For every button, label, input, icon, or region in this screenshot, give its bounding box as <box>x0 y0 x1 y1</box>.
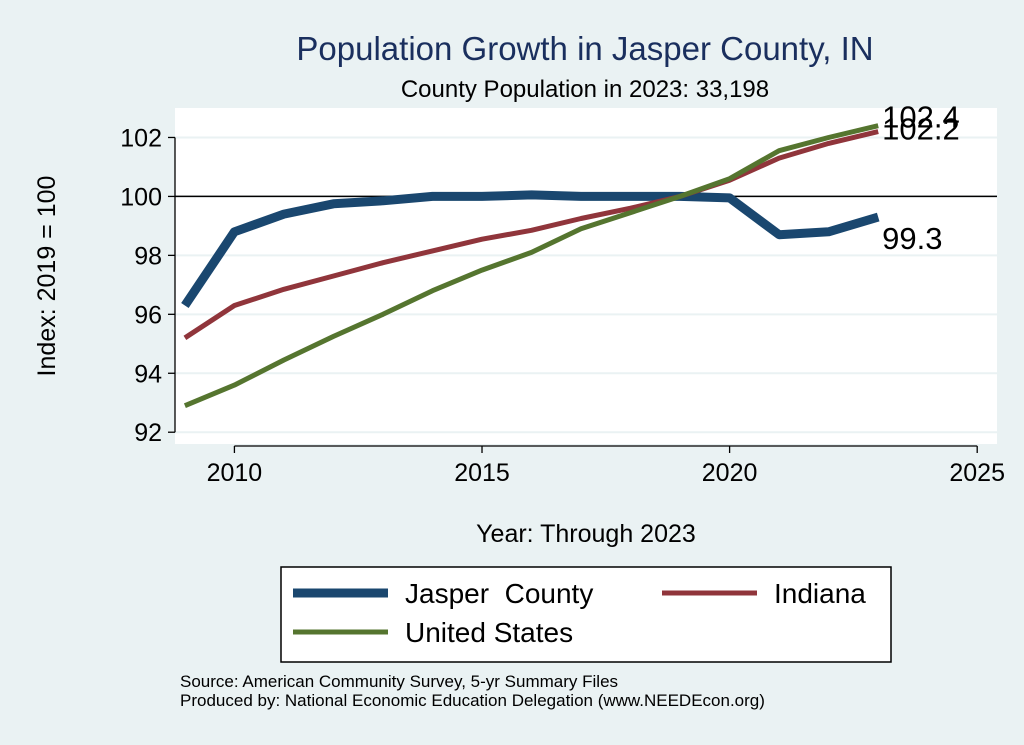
source-note: Source: American Community Survey, 5-yr … <box>180 672 765 710</box>
y-tick-label-92: 92 <box>134 419 162 447</box>
chart-subtitle: County Population in 2023: 33,198 <box>401 76 769 103</box>
y-tick-label-96: 96 <box>134 301 162 329</box>
y-axis-label: Index: 2019 = 100 <box>33 176 61 377</box>
series-line-united-states <box>183 123 879 409</box>
legend: Jasper County Indiana United States <box>293 578 866 648</box>
chart-svg: Population Growth in Jasper County, IN C… <box>33 30 1005 663</box>
legend-label-indiana: Indiana <box>774 578 866 609</box>
legend-box <box>280 566 892 663</box>
y-tick-label-98: 98 <box>134 242 162 270</box>
y-tick-label-100: 100 <box>120 183 162 211</box>
end-label-jasper-county: 99.3 <box>882 221 942 256</box>
plot-area <box>175 108 997 444</box>
axes: 92 94 96 98 100 102 2010 2015 2020 2025 <box>120 124 1005 487</box>
y-tick-label-102: 102 <box>120 124 162 152</box>
x-tick-label-2025: 2025 <box>949 459 1005 487</box>
chart-title: Population Growth in Jasper County, IN <box>296 30 873 67</box>
end-label-united-states: 102.4 <box>882 100 960 135</box>
y-tick-label-94: 94 <box>134 360 162 388</box>
produced-by-line: Produced by: National Economic Education… <box>180 691 765 710</box>
legend-label-jasper-county: Jasper County <box>405 578 593 609</box>
series-lines <box>181 123 880 409</box>
series-line-jasper-county <box>181 190 880 309</box>
x-tick-label-2010: 2010 <box>207 459 263 487</box>
x-tick-label-2015: 2015 <box>454 459 510 487</box>
end-label-indiana: 102.2 <box>882 112 960 147</box>
x-axis-label: Year: Through 2023 <box>476 520 696 548</box>
source-line: Source: American Community Survey, 5-yr … <box>180 672 619 691</box>
series-line-indiana <box>183 129 879 340</box>
x-tick-label-2020: 2020 <box>702 459 758 487</box>
legend-label-united-states: United States <box>405 617 573 648</box>
